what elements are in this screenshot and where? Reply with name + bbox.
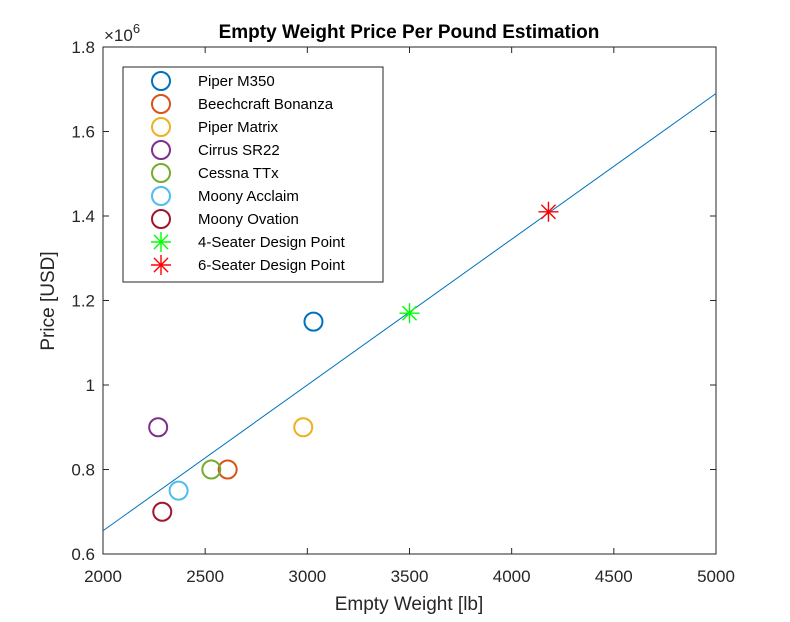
data-point-moony-ovation [152,501,173,522]
data-point-cirrus-sr22 [148,417,169,438]
chart-title: Empty Weight Price Per Pound Estimation [219,22,600,43]
legend: Piper M350 Beechcraft Bonanza Piper Matrix… [122,66,384,283]
legend-entry-label: 4-Seater Design Point [198,234,346,251]
data-point-cessna-ttx [201,459,222,480]
x-tick-label: 5000 [697,567,735,586]
y-axis-exponent-base: ×10 [104,26,133,45]
x-tick-label: 4000 [493,567,531,586]
y-tick-label: 1.8 [71,38,95,57]
asterisk-stroke [153,234,169,250]
legend-entry-label: 6-Seater Design Point [198,257,346,274]
asterisk-stroke [401,305,418,321]
legend-marker-moony-ovation [151,209,171,229]
legend-entry-label: Cirrus SR22 [198,142,280,159]
y-tick-label: 0.8 [71,461,95,480]
legend-marker-moony-acclaim [151,186,171,206]
x-tick-label: 4500 [595,567,633,586]
x-axis-ticks: 2000 2500 3000 3500 4000 4500 5000 [84,47,735,586]
legend-entry-label: Piper M350 [198,73,275,90]
data-point-moony-acclaim [168,480,189,501]
y-tick-label: 1 [86,376,95,395]
legend-box [122,66,384,283]
data-point-piper-matrix [293,417,314,438]
legend-entry-label: Cessna TTx [198,165,279,182]
legend-marker-6-seater-design-point [151,255,171,275]
x-tick-label: 3500 [391,567,429,586]
x-tick-label: 2500 [186,567,224,586]
asterisk-stroke [540,204,557,220]
data-point-4-seater-design-point [399,303,420,324]
y-tick-label: 1.2 [71,292,95,311]
y-axis-exponent-power: 6 [133,21,140,36]
legend-marker-cirrus-sr22 [151,140,171,160]
data-point-6-seater-design-point [538,201,559,222]
legend-entry-label: Moony Ovation [198,211,299,228]
x-axis-label: Empty Weight [lb] [335,594,484,615]
y-tick-label: 1.6 [71,123,95,142]
legend-marker-beechcraft-bonanza [151,94,171,114]
legend-marker-piper-m350 [151,71,171,91]
svg-text:×106: ×106 [104,21,140,45]
data-point-beechcraft-bonanza [217,459,238,480]
y-axis-ticks: 0.6 0.8 1 1.2 1.4 1.6 1.8 [71,38,716,564]
legend-marker-piper-matrix [151,117,171,137]
legend-entry-label: Beechcraft Bonanza [198,96,334,113]
asterisk-stroke [153,257,169,273]
y-axis-label: Price [USD] [38,251,59,350]
legend-marker-4-seater-design-point [151,232,171,252]
y-axis-exponent-label: ×106 [104,21,140,45]
data-point-piper-m350 [303,311,324,332]
legend-entry-label: Piper Matrix [198,119,279,136]
legend-entry-label: Moony Acclaim [198,188,299,205]
x-tick-label: 2000 [84,567,122,586]
x-tick-label: 3000 [288,567,326,586]
y-tick-label: 0.6 [71,545,95,564]
legend-marker-cessna-ttx [151,163,171,183]
y-tick-label: 1.4 [71,207,95,226]
